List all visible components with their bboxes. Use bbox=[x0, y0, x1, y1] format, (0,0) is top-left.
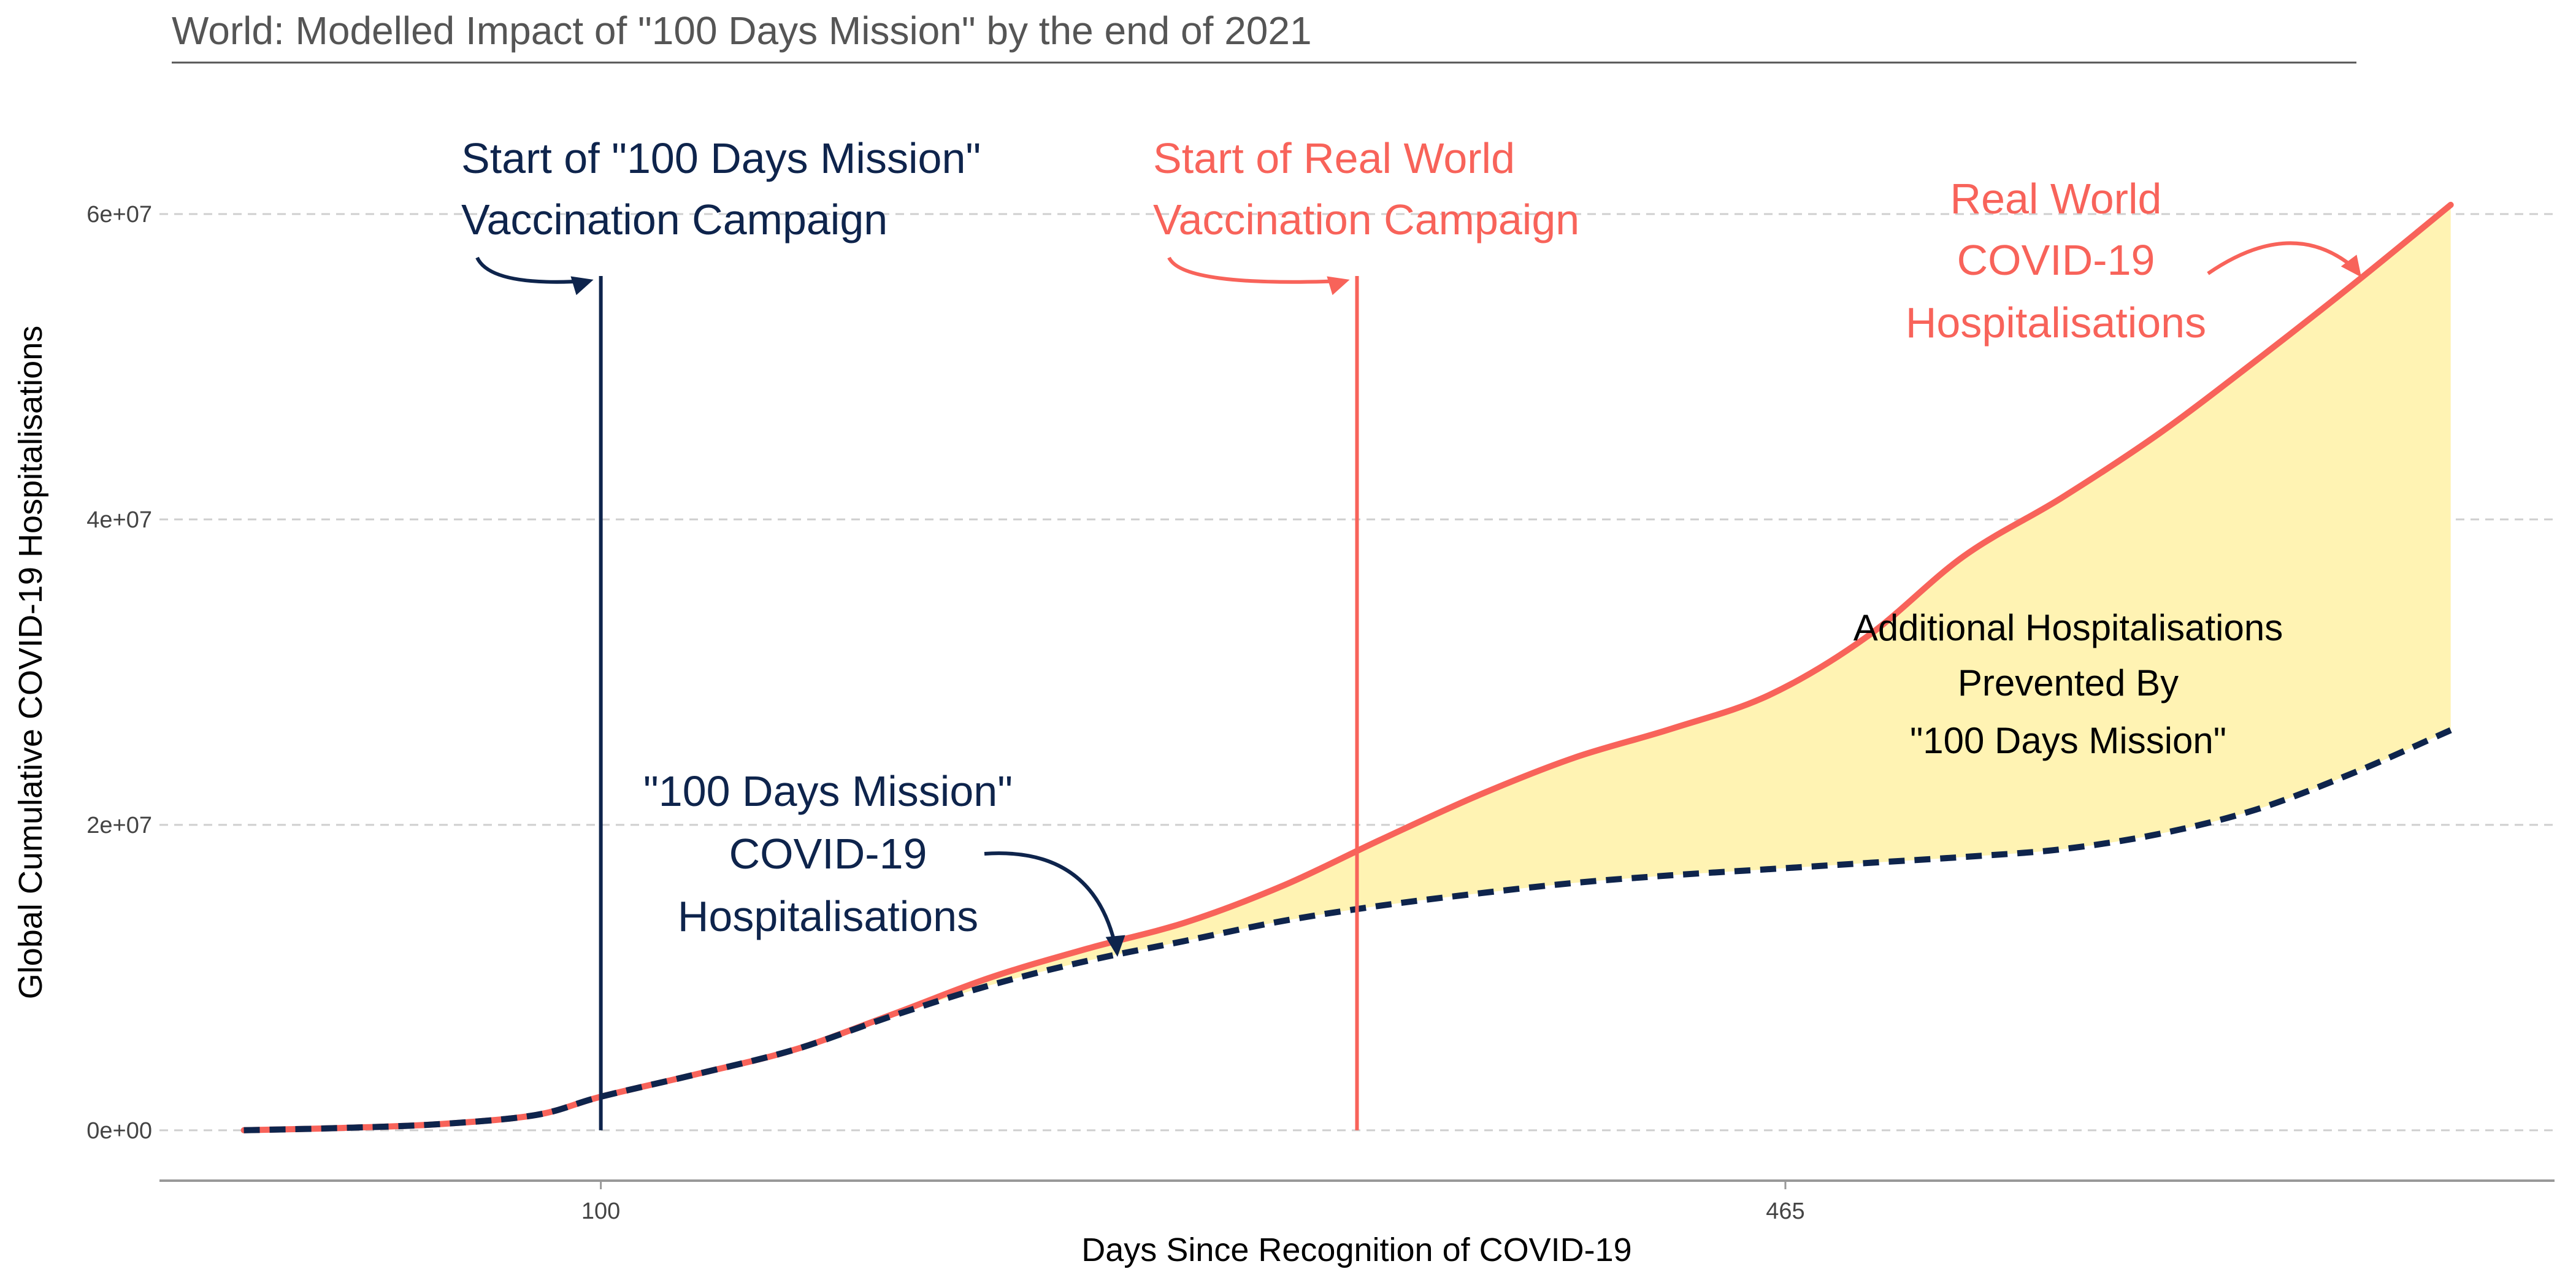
annotation-arrows bbox=[475, 241, 2361, 957]
real-world-series-arrow bbox=[2207, 241, 2358, 275]
y-tick-label: 0e+00 bbox=[86, 1118, 152, 1144]
prevented-label-line-2: Prevented By bbox=[1958, 662, 2179, 703]
real-world-start-arrow bbox=[1167, 256, 1344, 284]
real-world-series-label-line-1: Real World bbox=[1950, 175, 2162, 223]
mission-start-label-line-2: Vaccination Campaign bbox=[461, 196, 887, 243]
chart-title: World: Modelled Impact of "100 Days Miss… bbox=[172, 9, 1312, 53]
real-world-series-label-line-3: Hospitalisations bbox=[1906, 299, 2206, 347]
y-axis-title: Global Cumulative COVID-19 Hospitalisati… bbox=[12, 326, 49, 999]
mission-series-label-line-3: Hospitalisations bbox=[678, 892, 978, 940]
y-axis-ticks: 0e+00 2e+07 4e+07 6e+07 bbox=[86, 202, 152, 1144]
x-axis-ticks: 100 465 bbox=[581, 1181, 1805, 1224]
mission-series-label-line-2: COVID-19 bbox=[729, 830, 927, 878]
real-world-series-label-line-2: COVID-19 bbox=[1957, 236, 2155, 284]
prevented-hospitalisations-area bbox=[243, 205, 2451, 1130]
real-world-series-arrow-head bbox=[2340, 255, 2361, 277]
real-world-start-arrow-head bbox=[1327, 276, 1350, 296]
mission-start-label-line-1: Start of "100 Days Mission" bbox=[461, 134, 981, 182]
x-axis-title: Days Since Recognition of COVID-19 bbox=[1081, 1232, 1631, 1268]
y-tick-label: 2e+07 bbox=[86, 813, 152, 838]
mission-start-arrow bbox=[475, 256, 588, 284]
mission-series-arrow bbox=[984, 851, 1117, 945]
real-world-start-label-line-2: Vaccination Campaign bbox=[1153, 196, 1579, 243]
prevented-label-line-3: "100 Days Mission" bbox=[1910, 720, 2226, 761]
prevented-label-line-1: Additional Hospitalisations bbox=[1853, 607, 2283, 648]
mission-start-arrow-head bbox=[570, 276, 594, 296]
y-tick-label: 4e+07 bbox=[86, 507, 152, 533]
mission-series-label-line-1: "100 Days Mission" bbox=[643, 767, 1013, 815]
real-world-start-label-line-1: Start of Real World bbox=[1153, 134, 1515, 182]
mission-series-arrow-head bbox=[1105, 935, 1125, 957]
x-tick-label: 100 bbox=[581, 1198, 620, 1224]
x-tick-label: 465 bbox=[1766, 1198, 1804, 1224]
y-tick-label: 6e+07 bbox=[86, 202, 152, 228]
